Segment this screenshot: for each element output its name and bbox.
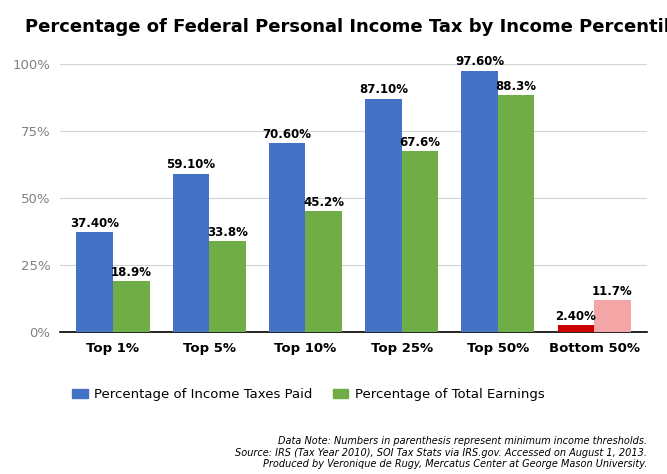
Bar (269, 143, 305, 332)
Bar (113, 281, 149, 332)
Text: 11.7%: 11.7% (592, 285, 633, 298)
Text: 70.60%: 70.60% (263, 128, 311, 141)
Text: 67.6%: 67.6% (400, 136, 440, 149)
Bar (558, 325, 594, 332)
Bar (594, 301, 630, 332)
Text: 33.8%: 33.8% (207, 226, 248, 239)
Bar (305, 211, 342, 332)
Bar (402, 151, 438, 332)
Text: 2.40%: 2.40% (556, 310, 596, 323)
Text: 88.3%: 88.3% (496, 80, 537, 93)
Bar (173, 173, 209, 332)
Text: 87.10%: 87.10% (359, 83, 408, 97)
Text: 45.2%: 45.2% (303, 196, 344, 209)
Text: Data Note: Numbers in parenthesis represent minimum income thresholds.
Source: I: Data Note: Numbers in parenthesis repres… (235, 436, 647, 469)
Bar (462, 71, 498, 332)
Bar (498, 95, 534, 332)
Text: 97.60%: 97.60% (455, 55, 504, 68)
Text: 37.40%: 37.40% (70, 217, 119, 229)
Text: 59.10%: 59.10% (166, 158, 215, 172)
Title: Percentage of Federal Personal Income Tax by Income Percentile: Percentage of Federal Personal Income Ta… (25, 18, 667, 36)
Bar (77, 232, 113, 332)
Text: 18.9%: 18.9% (111, 266, 151, 279)
Bar (209, 241, 245, 332)
Bar (365, 99, 402, 332)
Legend: Percentage of Income Taxes Paid, Percentage of Total Earnings: Percentage of Income Taxes Paid, Percent… (67, 383, 550, 407)
